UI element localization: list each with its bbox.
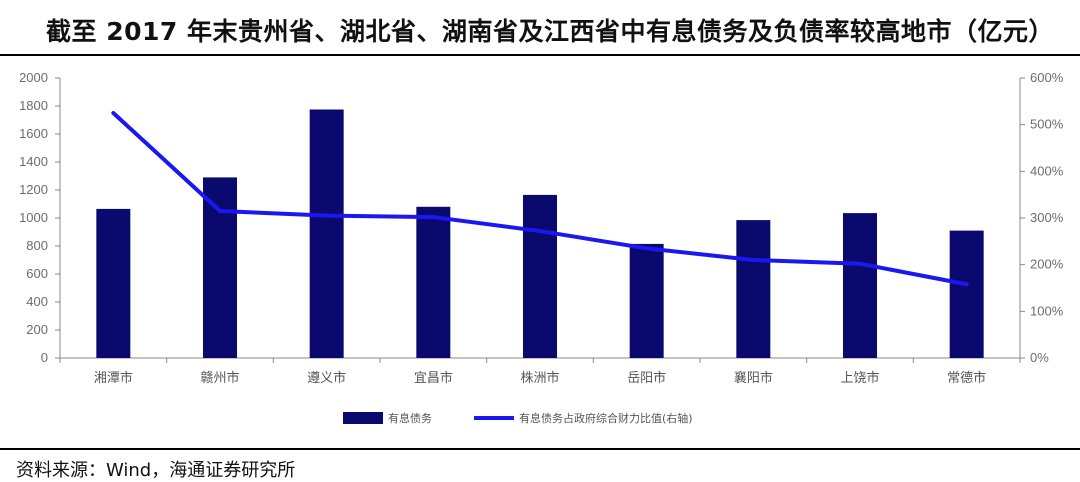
bar (203, 177, 237, 358)
left-tick-label: 0 (41, 350, 48, 365)
bar (950, 231, 984, 358)
category-label: 湘潭市 (94, 370, 133, 386)
bar (630, 244, 664, 358)
category-label: 常德市 (947, 370, 986, 386)
left-tick-label: 800 (26, 238, 48, 253)
bar (310, 110, 344, 359)
left-tick-label: 200 (26, 322, 48, 337)
bar (736, 220, 770, 358)
right-tick-label: 0% (1030, 350, 1049, 365)
category-label: 遵义市 (307, 370, 346, 386)
left-tick-label: 600 (26, 266, 48, 281)
category-label: 赣州市 (200, 370, 239, 386)
left-tick-label: 1400 (19, 154, 48, 169)
left-tick-label: 400 (26, 294, 48, 309)
legend-bar-swatch (343, 412, 383, 424)
left-tick-label: 1600 (19, 126, 48, 141)
left-tick-label: 2000 (19, 70, 48, 85)
right-tick-label: 500% (1030, 117, 1064, 132)
bar (523, 195, 557, 358)
source-note: 资料来源：Wind，海通证券研究所 (16, 456, 295, 482)
left-tick-label: 1800 (19, 98, 48, 113)
left-tick-label: 1000 (19, 210, 48, 225)
legend-bar-label: 有息债务 (388, 411, 432, 425)
legend: 有息债务 有息债务占政府综合财力比值(右轴) (343, 411, 693, 425)
category-label: 宜昌市 (414, 370, 453, 386)
bar-series (96, 110, 983, 359)
right-tick-label: 400% (1030, 163, 1064, 178)
chart-title: 截至 2017 年末贵州省、湖北省、湖南省及江西省中有息债务及负债率较高地市（亿… (0, 0, 1080, 52)
bar (843, 213, 877, 358)
category-label: 岳阳市 (627, 370, 666, 386)
chart: 0 200 400 600 800 1000 1200 1400 1600 1800 2000 0% 1… (0, 56, 1080, 448)
bar (96, 209, 130, 358)
bar (416, 207, 450, 358)
left-tick-label: 1200 (19, 182, 48, 197)
category-label: 襄阳市 (734, 370, 773, 386)
legend-line-label: 有息债务占政府综合财力比值(右轴) (519, 411, 693, 425)
right-tick-label: 300% (1030, 210, 1064, 225)
right-tick-label: 600% (1030, 70, 1064, 85)
right-tick-label: 100% (1030, 303, 1064, 318)
category-label: 上饶市 (840, 370, 879, 386)
footer-divider (0, 448, 1080, 450)
category-label: 株洲市 (520, 370, 559, 386)
right-tick-label: 200% (1030, 257, 1064, 272)
